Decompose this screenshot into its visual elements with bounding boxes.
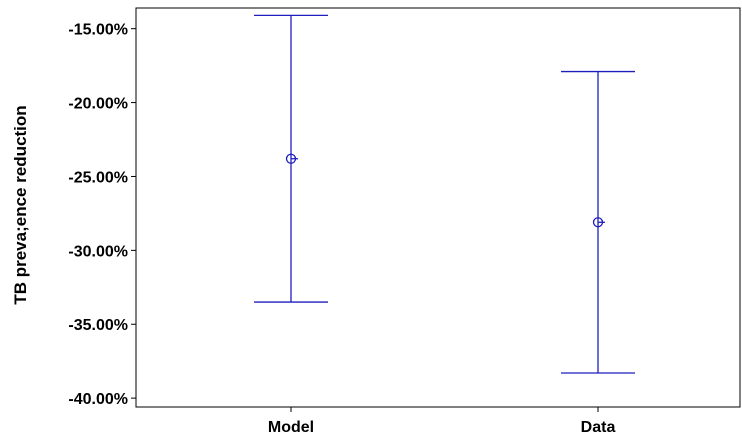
y-tick-label: -25.00% xyxy=(68,169,128,186)
y-tick-label: -35.00% xyxy=(68,317,128,334)
x-tick-label: Model xyxy=(268,419,314,436)
x-axis-ticks: Model Data xyxy=(268,407,616,436)
y-tick-label: -30.00% xyxy=(68,243,128,260)
x-tick-label: Data xyxy=(581,419,616,436)
y-tick-label: -40.00% xyxy=(68,391,128,408)
plot-frame xyxy=(135,7,741,408)
error-bars xyxy=(254,14,635,374)
y-tick-label: -20.00% xyxy=(68,96,128,113)
y-axis-ticks: -15.00% -20.00% -25.00% -30.00% -35.00% -40.0… xyxy=(68,22,136,408)
y-tick-label: -15.00% xyxy=(68,22,128,39)
y-axis-title: TB preva;ence reduction xyxy=(11,105,30,304)
